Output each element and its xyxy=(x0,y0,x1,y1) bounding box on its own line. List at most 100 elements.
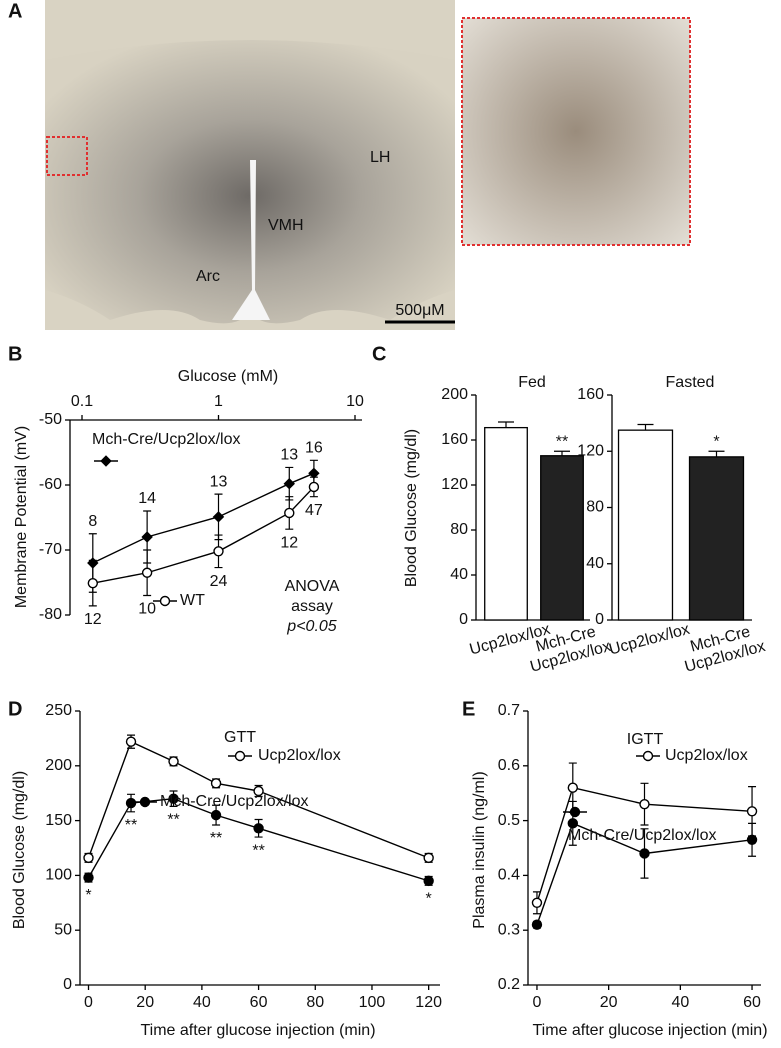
series-line xyxy=(536,786,753,904)
y-tick-label: 0.6 xyxy=(498,757,520,774)
n-label: 12 xyxy=(84,611,102,628)
legend-label: Ucp2lox/lox xyxy=(258,747,341,764)
y-tick-label: 0 xyxy=(595,611,604,628)
x-tick-label: 10 xyxy=(346,393,364,410)
error-bar xyxy=(637,423,654,431)
y-tick-label: 120 xyxy=(441,476,468,493)
panel-label: C xyxy=(372,343,386,365)
y-tick-label: -70 xyxy=(39,541,62,558)
marker xyxy=(423,875,434,887)
legend-label: Mch-Cre/Ucp2lox/lox xyxy=(92,431,240,448)
marker xyxy=(567,818,579,829)
y-tick-label: -60 xyxy=(39,476,62,493)
marker xyxy=(125,797,137,809)
marker xyxy=(83,852,94,864)
y-tick-label: 250 xyxy=(45,702,72,719)
x-tick-label: 120 xyxy=(415,994,442,1011)
y-axis-label: Membrane Potential (mV) xyxy=(13,426,30,608)
series-line xyxy=(87,740,429,859)
y-tick-label: 80 xyxy=(450,521,468,538)
x-axis-label: Time after glucose injection (min) xyxy=(532,1022,767,1039)
marker xyxy=(639,798,650,810)
marker xyxy=(125,736,137,747)
y-tick-label: -50 xyxy=(39,411,62,428)
significance: * xyxy=(85,887,91,904)
y-tick-label: 40 xyxy=(586,555,604,572)
bar xyxy=(617,429,674,621)
marker xyxy=(210,809,222,821)
x-tick-label: 40 xyxy=(193,994,211,1011)
legend-marker xyxy=(569,806,581,818)
y-tick-label: 50 xyxy=(54,921,72,938)
n-label: 13 xyxy=(280,447,298,464)
x-axis-label: Glucose (mM) xyxy=(178,368,278,385)
y-tick-label: 160 xyxy=(577,386,604,403)
significance: ** xyxy=(167,812,179,829)
legend-marker xyxy=(100,455,112,467)
x-tick-label: Mch-CreUcp2lox/lox xyxy=(678,621,767,676)
legend-marker xyxy=(642,750,654,762)
marker xyxy=(253,823,264,834)
y-tick-label: 0.7 xyxy=(498,702,520,719)
legend-label: Mch-Cre/Ucp2lox/lox xyxy=(568,827,716,844)
x-tick-label: 80 xyxy=(306,994,324,1011)
y-tick-label: 100 xyxy=(45,867,72,884)
panel-label: E xyxy=(462,698,475,720)
n-label: 16 xyxy=(305,440,323,457)
y-tick-label: 150 xyxy=(45,812,72,829)
scale-label: 500μM xyxy=(395,302,444,319)
chart-title: IGTT xyxy=(627,731,664,748)
n-label: 8 xyxy=(88,513,97,530)
n-label: 12 xyxy=(280,534,298,551)
x-tick-label: 100 xyxy=(359,994,386,1011)
significance: ** xyxy=(252,842,264,859)
tissue xyxy=(45,40,455,324)
chart-title: GTT xyxy=(224,729,256,746)
marker xyxy=(567,782,579,793)
marker xyxy=(746,834,758,845)
legend-label: Ucp2lox/lox xyxy=(665,747,748,764)
marker xyxy=(141,567,153,578)
chart-title: Fed xyxy=(518,374,546,391)
y-tick-label: 0.2 xyxy=(498,976,520,993)
x-tick-label: 20 xyxy=(600,994,618,1011)
error-bar xyxy=(708,450,725,457)
y-tick-label: 120 xyxy=(577,442,604,459)
y-axis-label: Blood Glucose (mg/dl) xyxy=(11,771,28,929)
marker xyxy=(253,785,264,797)
marker xyxy=(531,919,543,930)
error-bar xyxy=(498,421,514,428)
y-tick-label: 0 xyxy=(459,611,468,628)
significance: ** xyxy=(556,433,568,450)
x-tick-label: 60 xyxy=(250,994,268,1011)
annotation: ANOVA xyxy=(285,578,340,595)
region-label: VMH xyxy=(268,217,304,234)
legend-marker xyxy=(139,796,151,808)
region-label: LH xyxy=(370,149,390,166)
x-tick-label: 40 xyxy=(671,994,689,1011)
annotation: assay xyxy=(291,598,333,615)
n-label: 10 xyxy=(138,601,156,618)
y-tick-label: 160 xyxy=(441,431,468,448)
ventricle xyxy=(232,160,270,320)
marker xyxy=(87,577,99,589)
n-label: 24 xyxy=(210,573,228,590)
y-tick-label: 0.3 xyxy=(498,921,520,938)
y-tick-label: 0.4 xyxy=(498,867,520,884)
marker xyxy=(308,481,320,493)
series-line xyxy=(87,797,429,882)
y-tick-label: 200 xyxy=(45,757,72,774)
legend-label: WT xyxy=(180,592,205,609)
marker xyxy=(746,806,758,817)
inset-box xyxy=(46,136,88,176)
y-tick-label: 0 xyxy=(63,976,72,993)
y-axis-label: Plasma insulin (ng/ml) xyxy=(471,771,488,928)
x-tick-label: 1 xyxy=(214,393,223,410)
y-tick-label: 200 xyxy=(441,386,468,403)
marker xyxy=(83,872,94,883)
x-axis-label: Time after glucose injection (min) xyxy=(140,1022,375,1039)
marker xyxy=(141,531,153,543)
marker xyxy=(210,778,222,789)
legend-marker xyxy=(234,750,246,762)
